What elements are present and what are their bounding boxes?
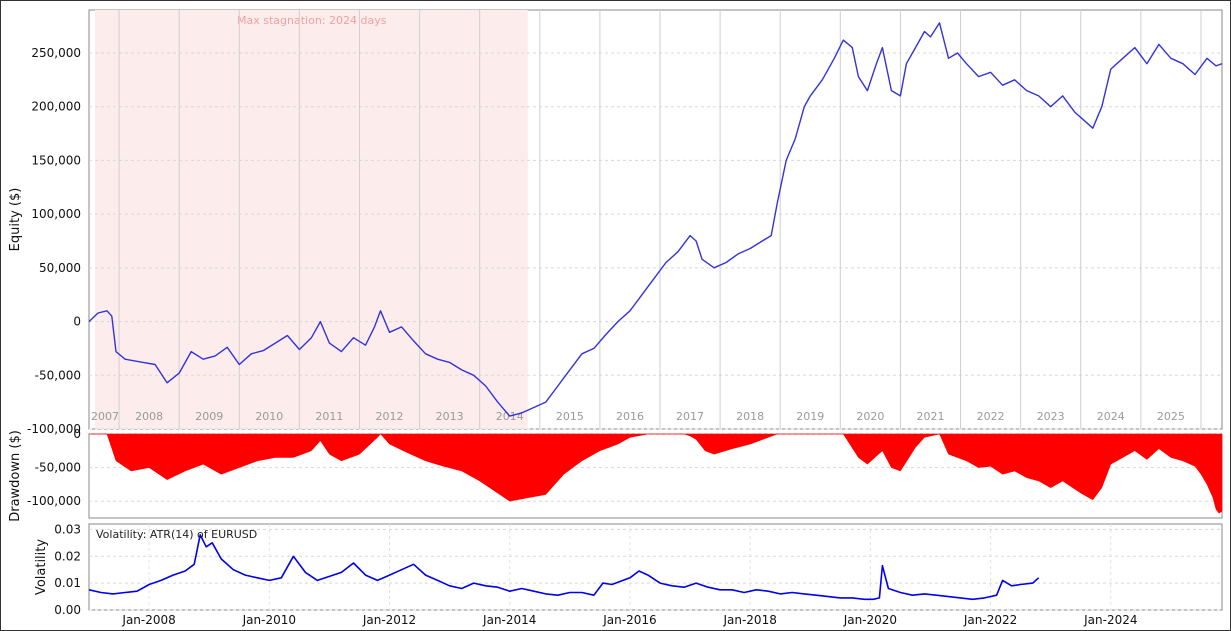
x-tick-label: Jan-2014 bbox=[482, 613, 536, 627]
year-label: 2022 bbox=[977, 410, 1005, 423]
volatility-line bbox=[88, 534, 1040, 601]
drawdown-axis-label: Drawdown ($) bbox=[8, 430, 23, 522]
year-label: 2025 bbox=[1157, 410, 1185, 423]
year-label: 2010 bbox=[255, 410, 283, 423]
stagnation-band bbox=[95, 10, 528, 429]
equity-line bbox=[88, 22, 1223, 417]
equity-y-tick-label: 100,000 bbox=[31, 207, 81, 221]
x-tick-label: Jan-2020 bbox=[843, 613, 897, 627]
year-label: 2015 bbox=[556, 410, 584, 423]
stagnation-label: Max stagnation: 2024 days bbox=[237, 14, 387, 27]
drawdown-y-tick-label: 0 bbox=[73, 427, 81, 441]
equity-y-tick-label: 0 bbox=[73, 315, 81, 329]
volatility-plot-area bbox=[88, 523, 1223, 611]
equity-axis-label: Equity ($) bbox=[8, 188, 23, 252]
year-label: 2024 bbox=[1097, 410, 1125, 423]
equity-y-tick-label: -50,000 bbox=[35, 368, 81, 382]
x-tick-label: Jan-2012 bbox=[362, 613, 416, 627]
equity-y-tick-label: 50,000 bbox=[39, 261, 81, 275]
year-label: 2011 bbox=[315, 410, 343, 423]
x-tick-label: Jan-2018 bbox=[722, 613, 776, 627]
volatility-y-tick-label: 0.02 bbox=[54, 549, 81, 563]
year-label: 2017 bbox=[676, 410, 704, 423]
equity-y-tick-label: 250,000 bbox=[31, 46, 81, 60]
x-tick-label: Jan-2024 bbox=[1083, 613, 1137, 627]
volatility-series-label: Volatility: ATR(14) of EURUSD bbox=[96, 528, 257, 541]
x-tick-label: Jan-2010 bbox=[242, 613, 296, 627]
equity-y-tick-label: 200,000 bbox=[31, 100, 81, 114]
year-label: 2007 bbox=[91, 410, 119, 423]
drawdown-y-tick-label: -100,000 bbox=[27, 494, 81, 508]
volatility-y-tick-label: 0.00 bbox=[54, 603, 81, 617]
equity-y-tick-label: -100,000 bbox=[27, 422, 81, 436]
year-label: 2013 bbox=[436, 410, 464, 423]
x-tick-label: Jan-2008 bbox=[121, 613, 175, 627]
drawdown-area bbox=[89, 433, 1223, 514]
year-label: 2018 bbox=[736, 410, 764, 423]
year-label: 2012 bbox=[376, 410, 404, 423]
year-label: 2019 bbox=[796, 410, 824, 423]
year-label: 2021 bbox=[916, 410, 944, 423]
volatility-y-tick-label: 0.03 bbox=[54, 522, 81, 536]
drawdown-y-tick-label: -50,000 bbox=[35, 461, 81, 475]
volatility-y-tick-label: 0.01 bbox=[54, 576, 81, 590]
year-label: 2009 bbox=[195, 410, 223, 423]
year-label: 2008 bbox=[135, 410, 163, 423]
year-label: 2016 bbox=[616, 410, 644, 423]
year-label: 2023 bbox=[1037, 410, 1065, 423]
x-tick-label: Jan-2016 bbox=[602, 613, 656, 627]
year-label: 2020 bbox=[856, 410, 884, 423]
volatility-axis-label: Volatility bbox=[34, 539, 49, 595]
x-tick-label: Jan-2022 bbox=[963, 613, 1017, 627]
equity-y-tick-label: 150,000 bbox=[31, 153, 81, 167]
